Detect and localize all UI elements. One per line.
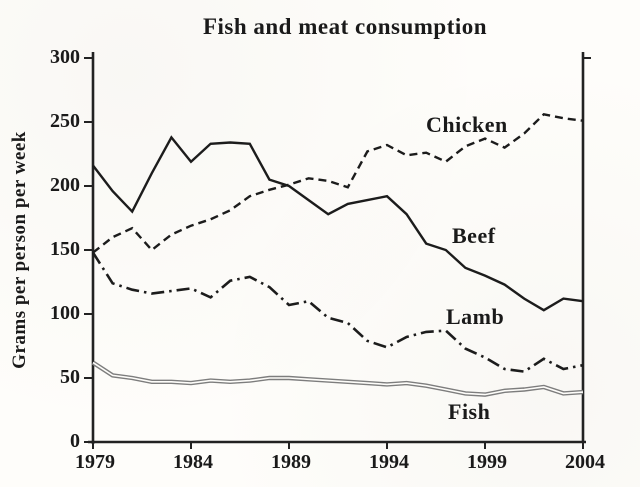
y-tick-label: 50 [60, 366, 80, 388]
beef-line-label: Beef [452, 223, 496, 248]
fish-line-label: Fish [448, 399, 491, 424]
x-tick-label: 1984 [173, 451, 213, 473]
fish-line-core [92, 361, 584, 396]
x-tick-label: 1979 [75, 451, 115, 473]
y-tick-label: 150 [50, 238, 80, 260]
y-tick-label: 300 [50, 46, 80, 68]
beef-line [92, 135, 584, 312]
y-tick-label: 200 [50, 174, 80, 196]
y-tick-label: 250 [50, 110, 80, 132]
chicken-line-label: Chicken [426, 112, 508, 137]
x-tick-label: 1999 [467, 451, 507, 473]
y-tick-label: 100 [50, 302, 80, 324]
chicken-line [92, 112, 584, 254]
x-tick-label: 2004 [565, 451, 605, 473]
x-tick-label: 1989 [271, 451, 311, 473]
lamb-line [91, 251, 584, 373]
chart-title: Fish and meat consumption [202, 14, 488, 39]
lamb-line-label: Lamb [446, 304, 505, 329]
x-tick-label: 1994 [369, 451, 409, 473]
y-tick-label: 0 [70, 430, 80, 452]
